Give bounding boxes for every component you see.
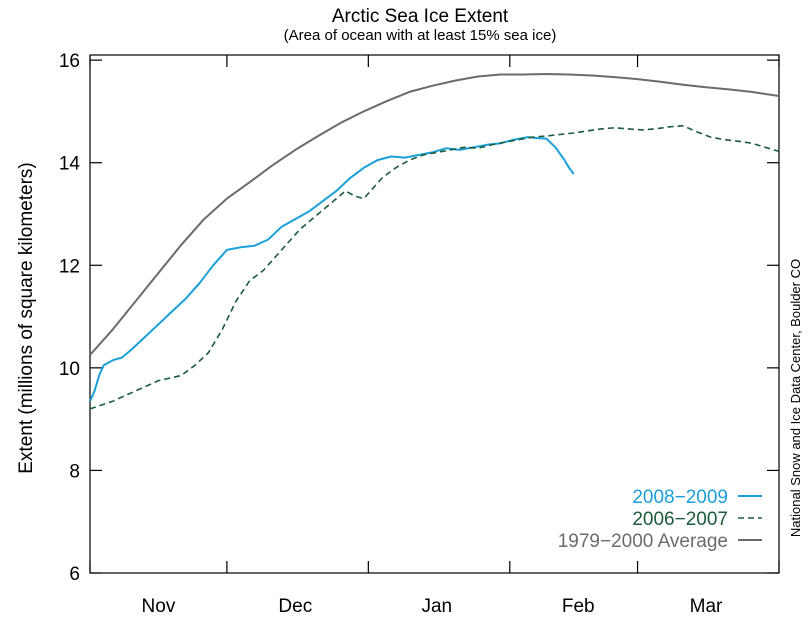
legend-label: 1979−2000 Average [558, 531, 728, 552]
x-tick-label: Dec [278, 596, 312, 617]
credit-text: National Snow and Ice Data Center, Bould… [788, 259, 803, 537]
legend-label: 2006−2007 [632, 509, 728, 530]
y-tick-label: 8 [69, 461, 80, 482]
y-tick-label: 10 [59, 359, 80, 380]
y-tick-label: 12 [59, 256, 80, 277]
y-axis-label: Extent (millions of square kilometers) [16, 162, 37, 474]
x-tick-label: Jan [421, 596, 452, 617]
plot-frame [89, 54, 780, 574]
chart-subtitle: (Area of ocean with at least 15% sea ice… [284, 27, 557, 44]
x-tick-label: Feb [562, 596, 595, 617]
y-axis: 6 8 10 12 14 16 [59, 51, 779, 585]
series-layer [89, 73, 780, 410]
series-line-0 [89, 136, 575, 402]
x-axis: Nov Dec Jan Feb Mar [89, 55, 780, 617]
y-tick-label: 16 [59, 51, 80, 72]
x-tick-label: Mar [690, 596, 723, 617]
x-tick-label: Nov [142, 596, 176, 617]
y-tick-label: 6 [69, 564, 80, 585]
legend-label: 2008−2009 [632, 487, 728, 508]
series-line-2 [89, 73, 780, 356]
series-line-1 [89, 125, 780, 410]
y-tick-label: 14 [59, 154, 81, 175]
chart-title: Arctic Sea Ice Extent [332, 6, 509, 27]
